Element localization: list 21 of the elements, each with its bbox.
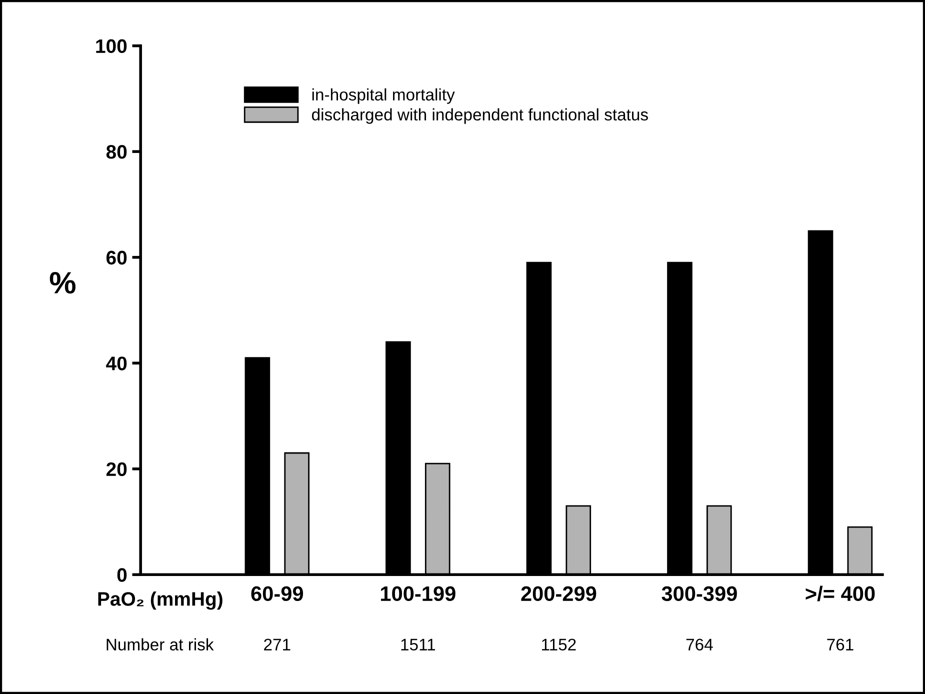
text: 1152: [542, 638, 576, 650]
x-axis-title: PaO₂ (mmHg): [98, 592, 222, 610]
x-tick-label: 100-199: [381, 586, 456, 602]
legend-label: in-hospital mortality: [312, 88, 455, 104]
y-axis-title: %: [50, 272, 76, 294]
y-tick-label: 0: [117, 568, 127, 582]
y-tick-label: 40: [106, 356, 127, 370]
x-tick-label: 200-299: [521, 586, 596, 602]
x-tick-label: >/= 400: [806, 586, 875, 602]
x-tick-label: 300-399: [662, 586, 737, 602]
text: Number at risk: [106, 638, 214, 650]
text: 764: [686, 638, 713, 650]
text: 1511: [401, 638, 436, 650]
x-tick-label: 60-99: [251, 586, 304, 602]
y-tick-label: 100: [96, 39, 127, 54]
text: 761: [827, 638, 854, 650]
legend-label: discharged with independent functional status: [312, 108, 648, 124]
text: 271: [264, 638, 290, 650]
y-tick-label: 80: [106, 145, 127, 159]
y-tick-label: 60: [106, 250, 127, 265]
y-tick-label: 20: [106, 462, 127, 476]
